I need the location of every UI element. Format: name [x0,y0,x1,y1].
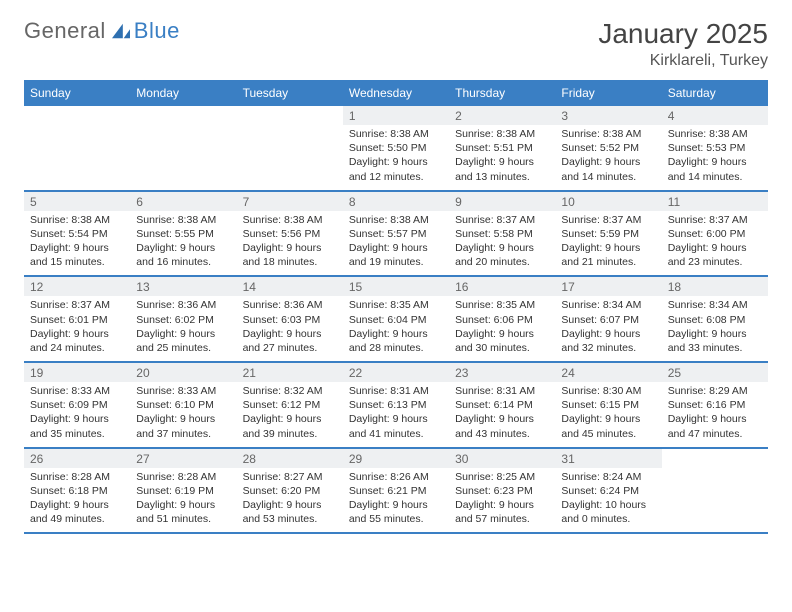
week-detail-row: Sunrise: 8:38 AMSunset: 5:54 PMDaylight:… [24,211,768,277]
day-number: 1 [343,105,449,125]
day-header: Wednesday [343,81,449,105]
day-detail: Sunrise: 8:31 AMSunset: 6:14 PMDaylight:… [449,382,555,448]
day-number: 15 [343,276,449,296]
logo-sail-icon [110,22,132,40]
day-number [662,448,768,468]
day-detail: Sunrise: 8:34 AMSunset: 6:08 PMDaylight:… [662,296,768,362]
day-number: 30 [449,448,555,468]
day-number: 22 [343,362,449,382]
day-detail [662,468,768,534]
day-number: 25 [662,362,768,382]
day-header: Monday [130,81,236,105]
day-number: 20 [130,362,236,382]
day-number: 7 [237,191,343,211]
day-detail: Sunrise: 8:37 AMSunset: 6:01 PMDaylight:… [24,296,130,362]
day-detail [24,125,130,191]
day-number: 27 [130,448,236,468]
day-header: Tuesday [237,81,343,105]
day-detail: Sunrise: 8:28 AMSunset: 6:19 PMDaylight:… [130,468,236,534]
page-title: January 2025 [598,18,768,50]
week-number-row: 1234 [24,105,768,125]
day-number: 17 [555,276,661,296]
week-detail-row: Sunrise: 8:28 AMSunset: 6:18 PMDaylight:… [24,468,768,534]
day-number: 21 [237,362,343,382]
day-header: Thursday [449,81,555,105]
day-detail: Sunrise: 8:38 AMSunset: 5:57 PMDaylight:… [343,211,449,277]
day-detail: Sunrise: 8:29 AMSunset: 6:16 PMDaylight:… [662,382,768,448]
week-number-row: 19202122232425 [24,362,768,382]
day-detail: Sunrise: 8:33 AMSunset: 6:09 PMDaylight:… [24,382,130,448]
week-detail-row: Sunrise: 8:33 AMSunset: 6:09 PMDaylight:… [24,382,768,448]
day-detail: Sunrise: 8:35 AMSunset: 6:06 PMDaylight:… [449,296,555,362]
day-number: 4 [662,105,768,125]
day-number: 13 [130,276,236,296]
day-detail: Sunrise: 8:31 AMSunset: 6:13 PMDaylight:… [343,382,449,448]
day-number: 18 [662,276,768,296]
day-detail: Sunrise: 8:37 AMSunset: 6:00 PMDaylight:… [662,211,768,277]
day-detail: Sunrise: 8:32 AMSunset: 6:12 PMDaylight:… [237,382,343,448]
day-detail: Sunrise: 8:28 AMSunset: 6:18 PMDaylight:… [24,468,130,534]
day-number: 31 [555,448,661,468]
day-number: 6 [130,191,236,211]
day-number: 11 [662,191,768,211]
day-detail: Sunrise: 8:38 AMSunset: 5:50 PMDaylight:… [343,125,449,191]
location-label: Kirklareli, Turkey [598,52,768,70]
logo: General Blue [24,18,180,44]
day-detail: Sunrise: 8:37 AMSunset: 5:58 PMDaylight:… [449,211,555,277]
title-block: January 2025 Kirklareli, Turkey [598,18,768,70]
day-number: 19 [24,362,130,382]
day-number: 28 [237,448,343,468]
day-detail: Sunrise: 8:25 AMSunset: 6:23 PMDaylight:… [449,468,555,534]
day-header: Friday [555,81,661,105]
day-number: 29 [343,448,449,468]
day-number: 26 [24,448,130,468]
day-detail: Sunrise: 8:30 AMSunset: 6:15 PMDaylight:… [555,382,661,448]
day-number: 24 [555,362,661,382]
week-number-row: 262728293031 [24,448,768,468]
day-detail: Sunrise: 8:26 AMSunset: 6:21 PMDaylight:… [343,468,449,534]
week-detail-row: Sunrise: 8:38 AMSunset: 5:50 PMDaylight:… [24,125,768,191]
day-detail: Sunrise: 8:37 AMSunset: 5:59 PMDaylight:… [555,211,661,277]
day-detail: Sunrise: 8:38 AMSunset: 5:56 PMDaylight:… [237,211,343,277]
week-number-row: 567891011 [24,191,768,211]
day-detail: Sunrise: 8:36 AMSunset: 6:02 PMDaylight:… [130,296,236,362]
day-number: 23 [449,362,555,382]
logo-text-general: General [24,18,106,44]
day-detail: Sunrise: 8:24 AMSunset: 6:24 PMDaylight:… [555,468,661,534]
day-number: 2 [449,105,555,125]
week-number-row: 12131415161718 [24,276,768,296]
day-detail: Sunrise: 8:35 AMSunset: 6:04 PMDaylight:… [343,296,449,362]
day-number: 8 [343,191,449,211]
day-number: 12 [24,276,130,296]
day-number [237,105,343,125]
day-number: 16 [449,276,555,296]
day-detail: Sunrise: 8:36 AMSunset: 6:03 PMDaylight:… [237,296,343,362]
calendar-table: Sunday Monday Tuesday Wednesday Thursday… [24,80,768,534]
day-header-row: Sunday Monday Tuesday Wednesday Thursday… [24,81,768,105]
day-number [130,105,236,125]
logo-text-blue: Blue [134,18,180,44]
day-detail [130,125,236,191]
header: General Blue January 2025 Kirklareli, Tu… [24,18,768,70]
day-number: 5 [24,191,130,211]
week-detail-row: Sunrise: 8:37 AMSunset: 6:01 PMDaylight:… [24,296,768,362]
day-detail: Sunrise: 8:33 AMSunset: 6:10 PMDaylight:… [130,382,236,448]
day-detail: Sunrise: 8:34 AMSunset: 6:07 PMDaylight:… [555,296,661,362]
day-detail [237,125,343,191]
calendar-body: 1234Sunrise: 8:38 AMSunset: 5:50 PMDayli… [24,105,768,533]
day-header: Saturday [662,81,768,105]
day-detail: Sunrise: 8:38 AMSunset: 5:54 PMDaylight:… [24,211,130,277]
day-number: 3 [555,105,661,125]
day-detail: Sunrise: 8:38 AMSunset: 5:52 PMDaylight:… [555,125,661,191]
day-number: 14 [237,276,343,296]
day-detail: Sunrise: 8:38 AMSunset: 5:55 PMDaylight:… [130,211,236,277]
day-number: 10 [555,191,661,211]
day-detail: Sunrise: 8:38 AMSunset: 5:51 PMDaylight:… [449,125,555,191]
day-number: 9 [449,191,555,211]
day-detail: Sunrise: 8:27 AMSunset: 6:20 PMDaylight:… [237,468,343,534]
day-number [24,105,130,125]
day-header: Sunday [24,81,130,105]
day-detail: Sunrise: 8:38 AMSunset: 5:53 PMDaylight:… [662,125,768,191]
